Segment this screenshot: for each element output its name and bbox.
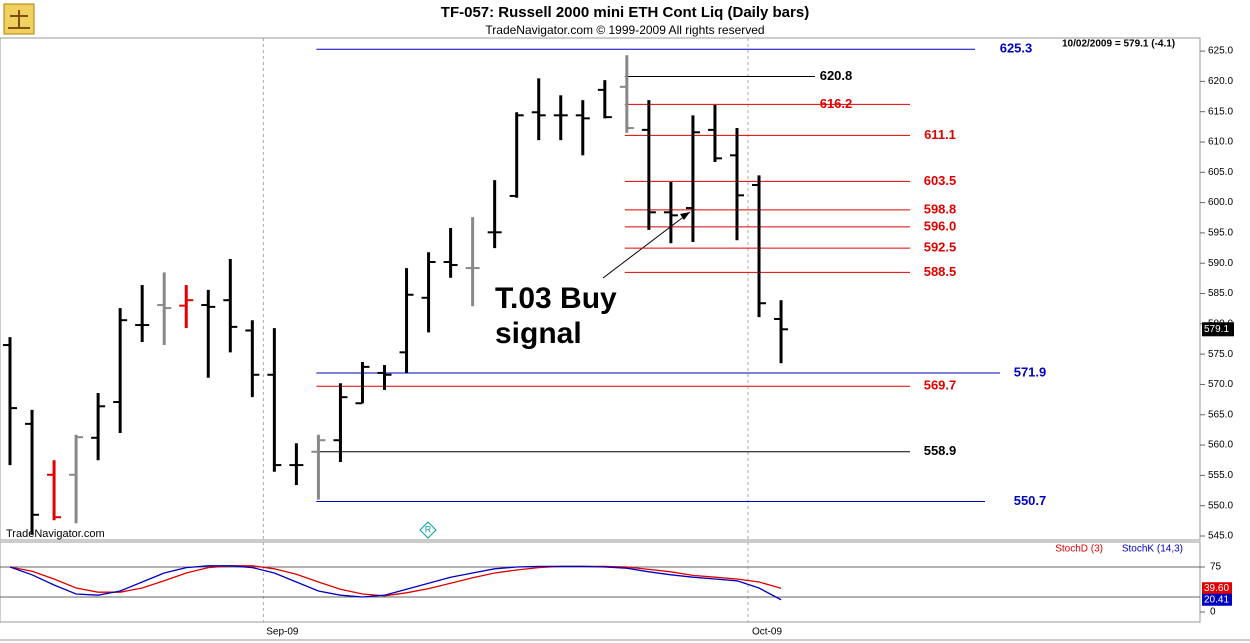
value-label: 20.41 <box>1204 594 1229 605</box>
arrow-head <box>680 212 690 220</box>
y-tick-label: 0 <box>1210 607 1216 618</box>
ohlc-bar <box>113 308 128 433</box>
subtitle: TradeNavigator.com © 1999-2009 All right… <box>485 23 764 37</box>
level-label: 603.5 <box>924 173 957 188</box>
ohlc-bar <box>553 95 568 141</box>
y-tick-label: 605.0 <box>1208 167 1233 178</box>
last-price-box <box>1202 322 1234 337</box>
stoch-line <box>9 565 782 597</box>
stoch-line <box>9 565 782 601</box>
legend-entry: StochD (3) <box>1055 544 1103 555</box>
ohlc-bar <box>707 105 722 162</box>
y-tick-label: 595.0 <box>1208 228 1233 239</box>
r-marker: R <box>419 521 437 539</box>
ohlc-bar <box>641 100 656 230</box>
value-box <box>1202 582 1232 595</box>
ohlc-bar <box>311 434 326 500</box>
ohlc-bar <box>487 180 502 249</box>
ohlc-bar <box>3 337 17 466</box>
y-tick-label: 550.0 <box>1208 500 1233 511</box>
y-tick-label: 565.0 <box>1208 409 1233 420</box>
level-label: 625.3 <box>1000 41 1033 56</box>
level-label: 571.9 <box>1014 364 1047 379</box>
ohlc-bar <box>752 175 767 318</box>
svg-text:R: R <box>425 524 432 534</box>
level-label: 611.1 <box>924 127 956 142</box>
value-label: 39.60 <box>1204 583 1229 594</box>
ohlc-bar <box>399 268 414 373</box>
y-tick-label: 570.0 <box>1208 379 1233 390</box>
level-label: 598.8 <box>924 201 957 216</box>
legend-entry: StochK (14,3) <box>1122 544 1183 555</box>
stoch-panel <box>0 541 1201 623</box>
y-tick-label: 625.0 <box>1208 46 1233 57</box>
level-label: 550.7 <box>1014 493 1047 508</box>
ohlc-bar <box>333 383 348 463</box>
x-tick-label: Sep-09 <box>266 627 299 638</box>
ohlc-bar <box>421 252 436 333</box>
level-label: 558.9 <box>924 443 957 458</box>
ohlc-bar <box>201 289 216 378</box>
ohlc-bar <box>531 78 546 141</box>
ohlc-bar <box>223 258 238 353</box>
y-tick-label: 610.0 <box>1208 137 1233 148</box>
ohlc-bar <box>663 181 678 244</box>
y-tick-label: 620.0 <box>1208 76 1233 87</box>
last-info: 10/02/2009 = 579.1 (-4.1) <box>1062 39 1175 50</box>
ohlc-bar <box>289 443 304 486</box>
y-tick-label: 555.0 <box>1208 470 1233 481</box>
y-tick-label: 75 <box>1210 562 1222 573</box>
x-tick-label: Oct-09 <box>752 627 782 638</box>
y-tick-label: 545.0 <box>1208 531 1233 542</box>
y-tick-label: 600.0 <box>1208 197 1233 208</box>
ohlc-bar <box>179 285 194 329</box>
watermark: TradeNavigator.com <box>6 528 105 540</box>
level-label: 569.7 <box>924 378 957 393</box>
ohlc-bar <box>575 100 590 156</box>
ohlc-bar <box>157 272 172 346</box>
ohlc-bar <box>245 320 260 398</box>
annotation-arrow <box>602 211 691 279</box>
ohlc-bar <box>267 328 282 472</box>
annotation: signal <box>495 317 582 350</box>
price-panel <box>0 37 1201 541</box>
ohlc-bar <box>685 115 700 243</box>
logo <box>3 3 35 35</box>
ohlc-bar <box>47 460 62 521</box>
ohlc-bar <box>25 409 40 535</box>
y-tick-label: 615.0 <box>1208 106 1233 117</box>
y-tick-label: 585.0 <box>1208 288 1233 299</box>
ohlc-bar <box>597 80 612 119</box>
level-label: 592.5 <box>924 240 957 255</box>
level-label: 620.8 <box>820 68 853 83</box>
ohlc-bar <box>729 128 744 241</box>
level-label: 616.2 <box>820 96 853 111</box>
ohlc-bar <box>443 228 458 278</box>
ohlc-bar <box>377 365 392 390</box>
chart-title: TF-057: Russell 2000 mini ETH Cont Liq (… <box>441 4 809 21</box>
level-label: 588.5 <box>924 264 957 279</box>
ohlc-bar <box>774 300 789 364</box>
ohlc-bar <box>619 55 634 133</box>
y-tick-label: 560.0 <box>1208 440 1233 451</box>
ohlc-bar <box>135 285 150 343</box>
y-tick-label: 575.0 <box>1208 349 1233 360</box>
level-label: 596.0 <box>924 218 957 233</box>
ohlc-bar <box>355 362 370 405</box>
ohlc-bar <box>69 434 84 524</box>
ohlc-bar <box>509 112 524 198</box>
annotation: T.03 Buy <box>495 282 617 315</box>
ohlc-bar <box>465 217 480 307</box>
last-price-label: 579.1 <box>1204 324 1229 335</box>
ohlc-bar <box>91 392 106 461</box>
y-tick-label: 590.0 <box>1208 258 1233 269</box>
value-box <box>1202 593 1232 606</box>
